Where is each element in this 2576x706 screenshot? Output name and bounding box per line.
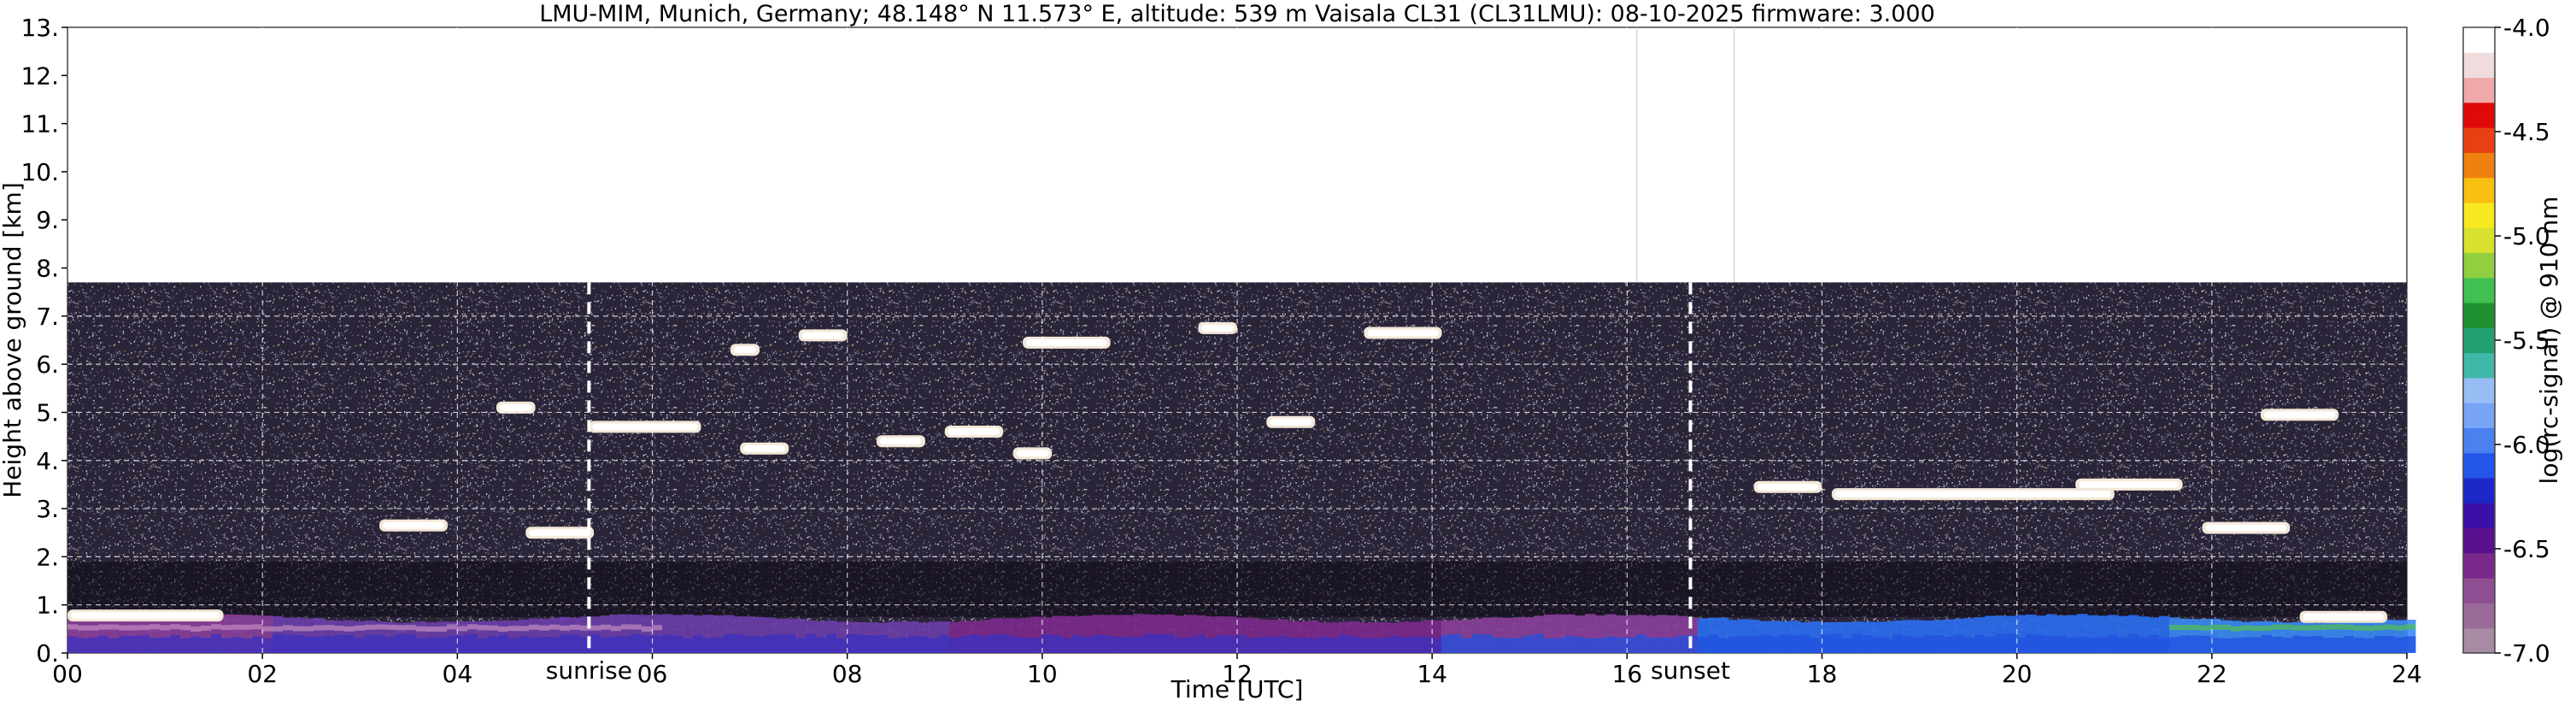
colorbar-segment: [2463, 527, 2495, 554]
y-tick-label: 13.: [21, 14, 59, 42]
x-tick-label: 18: [1807, 660, 1838, 688]
colorbar-segment: [2463, 77, 2495, 103]
cloud-layer-core-19: [2263, 411, 2336, 419]
colorbar-segment: [2463, 252, 2495, 279]
colorbar-segment: [2463, 403, 2495, 428]
chart-title: LMU-MIM, Munich, Germany; 48.148° N 11.5…: [539, 1, 1935, 27]
cloud-layers: [67, 321, 2388, 623]
y-tick-label: 12.: [21, 62, 59, 90]
y-tick-label: 9.: [36, 206, 59, 234]
x-tick-label: 12: [1222, 660, 1253, 688]
y-tick-label: 5.: [36, 398, 59, 427]
colorbar: -7.0 -6.5 -6.0 -5.5 -5.0 -4.5 -4.0: [2462, 14, 2550, 668]
near-ground-dark-band: [67, 562, 2407, 617]
y-tick-label: 7.: [36, 303, 59, 331]
x-tick-label: 04: [443, 660, 473, 688]
cloud-layer-core-8: [879, 438, 922, 445]
colorbar-segment: [2463, 327, 2495, 354]
cloud-layer-core-20: [2303, 613, 2385, 621]
cloud-layer-core-11: [1026, 338, 1107, 346]
colorbar-tick-label: -6.0: [2503, 431, 2550, 459]
x-tick-label: 14: [1417, 660, 1447, 688]
cloud-layer-core-3: [499, 403, 532, 411]
y-tick-label: 6.: [36, 350, 59, 379]
cloud-layer-core-16: [1834, 491, 2111, 498]
y-tick-label: 11.: [21, 110, 59, 138]
colorbar-segment: [2463, 177, 2495, 203]
signal-noise-field: [67, 282, 2407, 653]
y-axis-ticks: 0. 1. 2. 3. 4. 5. 6. 7. 8. 9. 10. 11. 12. 13.: [21, 14, 67, 668]
colorbar-segment: [2463, 102, 2495, 128]
cloud-layer-core-13: [1270, 418, 1312, 426]
colorbar-segment: [2463, 127, 2495, 153]
x-tick-label: 10: [1027, 660, 1058, 688]
grid-lines: [67, 27, 2407, 653]
colorbar-segment: [2463, 603, 2495, 629]
colorbar-tick-label: -5.0: [2503, 222, 2550, 250]
colorbar-tick-label: -5.5: [2503, 327, 2550, 355]
cloud-layer-core-4: [592, 423, 698, 431]
sun-annotations: sunrise sunset: [546, 282, 1730, 685]
x-tick-label: 08: [832, 660, 863, 688]
cloud-layer-core-17: [2079, 480, 2180, 488]
x-tick-label: 16: [1612, 660, 1643, 688]
cloud-layer-core-7: [801, 332, 844, 339]
colorbar-segment: [2463, 578, 2495, 603]
cloud-layer-core-1: [383, 521, 444, 529]
colorbar-segment: [2463, 503, 2495, 529]
colorbar-segment: [2463, 152, 2495, 179]
colorbar-segment: [2463, 277, 2495, 303]
cloud-layer-core-15: [1757, 483, 1819, 491]
cloud-layer-core-6: [733, 346, 756, 354]
colorbar-segment: [2463, 452, 2495, 479]
y-tick-label: 2.: [36, 543, 59, 571]
x-axis-label: Time [UTC]: [1171, 675, 1304, 703]
colorbar-segment: [2463, 552, 2495, 579]
colorbar-segment: [2463, 427, 2495, 454]
colorbar-tick-label: -4.0: [2503, 14, 2550, 42]
colorbar-tick-label: -4.5: [2503, 118, 2550, 146]
colorbar-tick-label: -7.0: [2503, 639, 2550, 668]
colorbar-tick-label: -6.5: [2503, 535, 2550, 563]
cloud-layer-core-10: [1016, 450, 1049, 457]
cloud-layer-core-2: [529, 529, 591, 537]
annotation-label-sunrise: sunrise: [546, 656, 632, 685]
colorbar-segment: [2463, 478, 2495, 503]
colorbar-segment: [2463, 627, 2495, 654]
cloud-layer-core-9: [948, 427, 1000, 435]
x-tick-label: 06: [637, 660, 668, 688]
y-tick-label: 10.: [21, 158, 59, 186]
x-tick-label: 00: [52, 660, 83, 688]
colorbar-label: log(rc-signal) @ 910 nm: [2535, 197, 2563, 485]
cloud-layer-core-0: [71, 612, 220, 620]
cloud-layer-core-14: [1367, 329, 1439, 337]
colorbar-segment: [2463, 352, 2495, 379]
cloud-layer-core-12: [1201, 324, 1234, 332]
cloud-layer-core-18: [2205, 524, 2287, 532]
colorbar-segment: [2463, 227, 2495, 254]
y-tick-label: 3.: [36, 495, 59, 523]
cloud-layer-core-5: [743, 444, 786, 452]
x-axis-ticks: 00 02 04 06 08 10 12 14 16 18 20 22 24: [52, 653, 2422, 688]
x-tick-label: 24: [2391, 660, 2422, 688]
colorbar-segment: [2463, 52, 2495, 79]
y-tick-label: 4.: [36, 447, 59, 475]
x-tick-label: 20: [2002, 660, 2033, 688]
y-tick-label: 0.: [36, 639, 59, 668]
y-tick-label: 8.: [36, 255, 59, 283]
y-tick-label: 1.: [36, 591, 59, 620]
annotation-label-sunset: sunset: [1651, 656, 1730, 685]
colorbar-segment: [2463, 27, 2495, 53]
colorbar-segment: [2463, 202, 2495, 228]
x-tick-label: 22: [2197, 660, 2227, 688]
colorbar-segment: [2463, 303, 2495, 328]
x-tick-label: 02: [247, 660, 278, 688]
colorbar-segment: [2463, 377, 2495, 403]
aerosol-boundary-layer: [67, 614, 2416, 653]
y-axis-label: Height above ground [km]: [0, 182, 26, 498]
